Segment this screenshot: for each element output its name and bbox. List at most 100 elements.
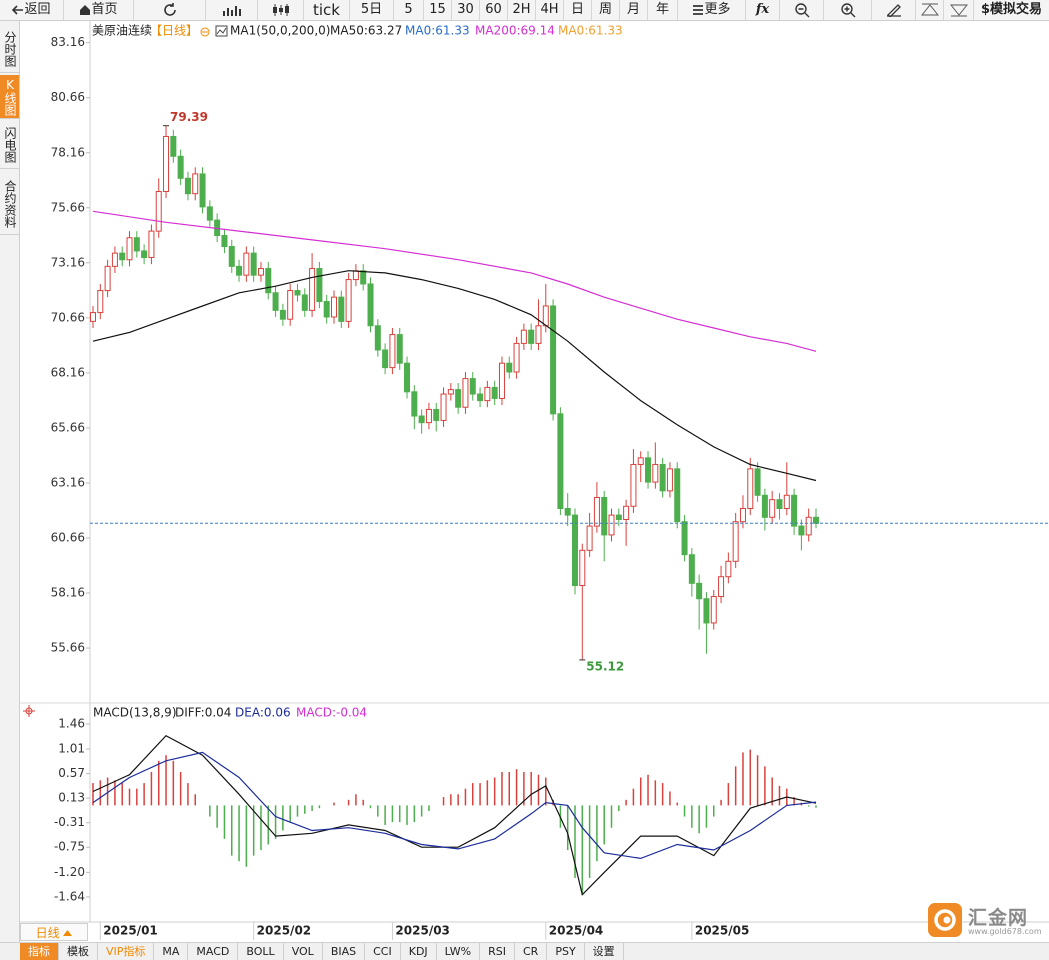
candle-body [360, 270, 367, 285]
candle-body [119, 252, 126, 261]
legend-entry: DEA:0.06 [235, 706, 291, 720]
period-button[interactable]: 周 [592, 0, 620, 20]
period-button[interactable]: 年 [648, 0, 678, 20]
candle-body [265, 268, 272, 294]
candle-body [287, 290, 294, 320]
candle-body [783, 494, 790, 509]
candle-body [542, 305, 549, 327]
y-tick-label: -0.75 [54, 840, 85, 854]
indicator-tab[interactable]: CR [515, 943, 548, 960]
indicator-tab[interactable]: 设置 [585, 943, 624, 960]
up-button[interactable] [916, 0, 944, 20]
period-button[interactable]: 30 [452, 0, 480, 20]
candle-chart-button[interactable] [258, 0, 304, 20]
y-tick-label: -1.20 [54, 865, 85, 879]
candle-body [177, 155, 184, 179]
indicator-tab[interactable]: CCI [365, 943, 401, 960]
draw-button[interactable] [872, 0, 916, 20]
more-label: 更多 [704, 2, 731, 17]
period-button[interactable]: 日 [564, 0, 592, 20]
candle-body [813, 516, 819, 524]
setting-icon[interactable] [200, 27, 210, 37]
back-button[interactable]: 返回 [0, 0, 64, 20]
triangle-up-icon [920, 3, 939, 15]
indicator-tab[interactable]: VOL [284, 943, 323, 960]
indicator-tab[interactable]: LW% [437, 943, 481, 960]
period-button[interactable]: 5日 [350, 0, 394, 20]
candle-body [294, 290, 301, 296]
indicator-tab[interactable]: KDJ [401, 943, 437, 960]
side-tabs: 分时图 K线图 闪电图 合约资料 [0, 21, 20, 942]
candle-body [126, 237, 133, 261]
y-tick-label: -1.64 [54, 889, 85, 903]
y-tick-label: 70.66 [51, 310, 85, 324]
candle-body [557, 413, 564, 509]
candle-body [739, 507, 746, 523]
side-tab[interactable]: 合约资料 [0, 173, 19, 235]
indicator-tab[interactable]: MA [154, 943, 189, 960]
candle-body [761, 494, 768, 518]
legend-entry: 【日线】 [150, 24, 198, 38]
candle-body [725, 560, 732, 578]
bar-chart-icon [222, 5, 241, 16]
candle-body [652, 463, 659, 483]
more-button[interactable]: 更多 [678, 0, 746, 20]
indicator-tab[interactable]: RSI [480, 943, 515, 960]
macd-icon[interactable] [23, 705, 35, 717]
candle-body [593, 496, 600, 527]
legend-entry: 美原油连续 [92, 23, 152, 38]
home-button[interactable]: 首页 [64, 0, 134, 20]
candle-body [447, 389, 454, 395]
zoom-out-button[interactable] [780, 0, 824, 20]
y-tick-label: -0.31 [54, 815, 85, 829]
side-tab-active[interactable]: K线图 [0, 75, 19, 119]
simulated-trading-button[interactable]: $模拟交易 [980, 2, 1043, 17]
indicator-tab[interactable]: MACD [188, 943, 239, 960]
period-selector[interactable]: 日线 [20, 923, 88, 941]
zoom-out-icon [794, 2, 809, 17]
indicator-tab[interactable]: VIP指标 [98, 943, 155, 960]
candle-body [133, 237, 140, 252]
indicator-tab[interactable]: 模板 [59, 943, 98, 960]
side-tab[interactable]: 分时图 [0, 25, 19, 73]
bar-chart-button[interactable] [206, 0, 258, 20]
period-button[interactable]: 月 [620, 0, 648, 20]
period-button[interactable]: 60 [480, 0, 508, 20]
x-tick-label: 2025/03 [395, 924, 449, 938]
indicator-tab[interactable]: 指标 [20, 943, 59, 960]
candle-body [710, 596, 717, 624]
period-button[interactable]: 4H [536, 0, 564, 20]
indicator-icon[interactable] [215, 25, 228, 37]
period-button[interactable]: 2H [508, 0, 536, 20]
indicator-tab[interactable]: BIAS [323, 943, 366, 960]
candle-body [747, 468, 754, 509]
candle-body [455, 389, 462, 408]
home-icon [80, 4, 91, 15]
formula-button[interactable]: fx [746, 0, 780, 20]
candle-body [550, 305, 557, 415]
candle-body [732, 521, 739, 562]
candle-body [148, 230, 155, 259]
candle-body [382, 349, 389, 369]
candle-body [163, 135, 170, 192]
indicator-tab[interactable]: PSY [547, 943, 585, 960]
zoom-in-button[interactable] [824, 0, 872, 20]
down-button[interactable] [944, 0, 974, 20]
x-tick-label: 2025/05 [695, 924, 749, 938]
back-icon [12, 4, 24, 15]
indicator-tab[interactable]: BOLL [238, 943, 284, 960]
period-button[interactable]: tick [304, 0, 350, 20]
y-tick-label: 55.66 [51, 641, 85, 655]
period-button[interactable]: 5 [394, 0, 424, 20]
period-button[interactable]: 15 [424, 0, 452, 20]
refresh-button[interactable] [134, 0, 206, 20]
candle-body [104, 265, 111, 292]
y-tick-label: 1.01 [58, 742, 85, 756]
candle-body [535, 325, 542, 344]
candle-body [608, 514, 615, 536]
candle-body [141, 250, 148, 259]
side-tab[interactable]: 闪电图 [0, 121, 19, 169]
candle-body [513, 342, 520, 373]
y-tick-label: 60.66 [51, 530, 85, 544]
candle-body [250, 252, 257, 276]
